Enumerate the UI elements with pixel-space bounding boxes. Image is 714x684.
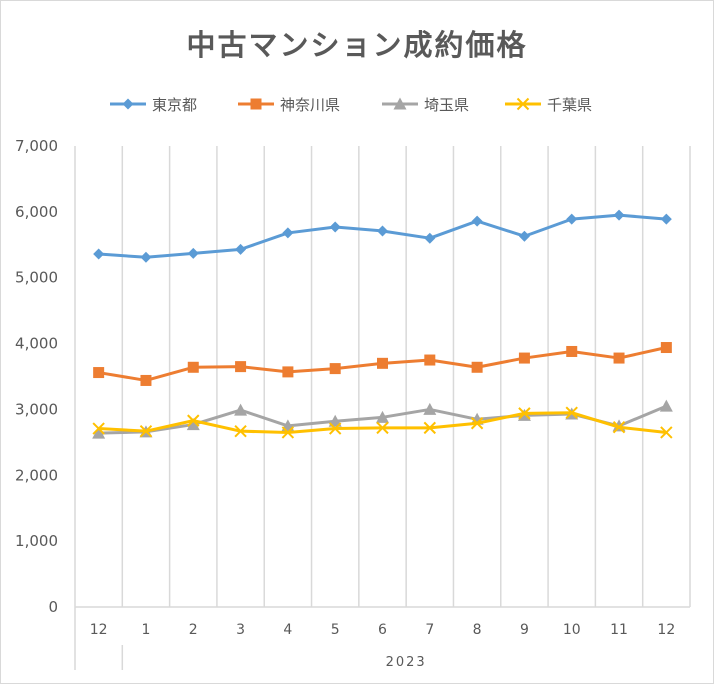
series-group: [92, 399, 673, 439]
x-tick-label: 9: [520, 622, 529, 638]
data-point: [328, 414, 342, 427]
data-point: [376, 410, 389, 423]
data-point: [250, 98, 262, 110]
data-point: [92, 426, 106, 439]
data-point: [140, 251, 152, 263]
data-point: [518, 407, 531, 420]
legend-label: 東京都: [152, 96, 197, 114]
data-point: [235, 243, 247, 255]
series-group: [93, 342, 672, 386]
data-point: [423, 402, 437, 415]
data-point: [281, 426, 295, 439]
data-point: [234, 424, 247, 438]
data-point: [613, 352, 625, 364]
legend-item: 東京都: [110, 96, 197, 114]
data-point: [377, 225, 388, 237]
x-tick-label: 7: [425, 622, 434, 638]
data-point: [122, 98, 134, 110]
data-point: [234, 403, 248, 416]
data-point: [565, 406, 578, 419]
legend-label: 埼玉県: [424, 96, 469, 114]
data-point: [187, 361, 199, 373]
data-point: [376, 421, 389, 435]
data-point: [140, 374, 152, 386]
data-point: [516, 97, 530, 111]
x-tick-label: 6: [378, 622, 387, 638]
legend: 東京都 神奈川県 埼玉県 千葉県: [110, 96, 592, 114]
data-point: [187, 414, 200, 427]
y-tick-label: 1,000: [15, 532, 58, 550]
x-tick-label: 3: [236, 622, 245, 638]
data-point: [566, 213, 578, 225]
y-tick-label: 0: [48, 598, 58, 616]
x-tick-label: 12: [657, 622, 675, 638]
y-tick-label: 2,000: [15, 466, 58, 484]
x-tick-label: 1: [142, 622, 151, 638]
data-point: [92, 422, 105, 435]
y-tick-label: 5,000: [15, 269, 58, 287]
data-point: [566, 345, 578, 357]
data-point: [329, 363, 341, 375]
series-group: [93, 209, 672, 263]
data-point: [470, 417, 484, 430]
data-point: [282, 227, 294, 239]
data-point: [186, 418, 200, 431]
legend-label: 千葉県: [547, 96, 592, 114]
data-point: [235, 361, 247, 373]
data-point: [471, 361, 483, 373]
legend-item: 神奈川県: [238, 96, 340, 114]
y-tick-label: 4,000: [15, 335, 58, 353]
data-point: [518, 352, 530, 364]
x-tick-label: 11: [610, 622, 628, 638]
data-point: [424, 232, 436, 244]
data-point: [659, 399, 673, 412]
series-layer: [92, 209, 673, 439]
x-tick-label: 10: [563, 622, 581, 638]
x-tick-label: 5: [331, 622, 340, 638]
data-point: [424, 354, 436, 366]
data-point: [282, 366, 294, 378]
data-point: [393, 97, 407, 110]
y-tick-label: 6,000: [15, 203, 58, 221]
data-point: [660, 342, 672, 354]
data-point: [139, 424, 153, 438]
data-point: [423, 421, 437, 435]
data-point: [93, 367, 105, 379]
data-point: [660, 213, 672, 225]
x-tick-label: 2: [189, 622, 198, 638]
series-group: [92, 406, 673, 439]
data-point: [377, 357, 388, 369]
y-tick-label: 3,000: [15, 400, 58, 418]
legend-label: 神奈川県: [280, 96, 340, 114]
x-tick-label: 4: [283, 622, 292, 638]
data-point: [328, 422, 342, 435]
x-tick-label: 8: [473, 622, 482, 638]
legend-item: 千葉県: [505, 96, 592, 114]
legend-item: 埼玉県: [382, 96, 469, 114]
grid-lines: [74, 146, 691, 607]
data-point: [612, 421, 626, 434]
data-point: [187, 247, 199, 259]
x-tick-label: 12: [90, 622, 108, 638]
data-point: [660, 426, 673, 439]
data-point: [93, 248, 105, 260]
data-point: [471, 215, 483, 227]
chart-title: 中古マンション成約価格: [186, 28, 528, 62]
data-point: [613, 209, 625, 221]
data-point: [329, 221, 341, 233]
x-group-label: 2023: [386, 655, 427, 670]
y-tick-label: 7,000: [15, 137, 58, 155]
data-point: [518, 230, 530, 242]
